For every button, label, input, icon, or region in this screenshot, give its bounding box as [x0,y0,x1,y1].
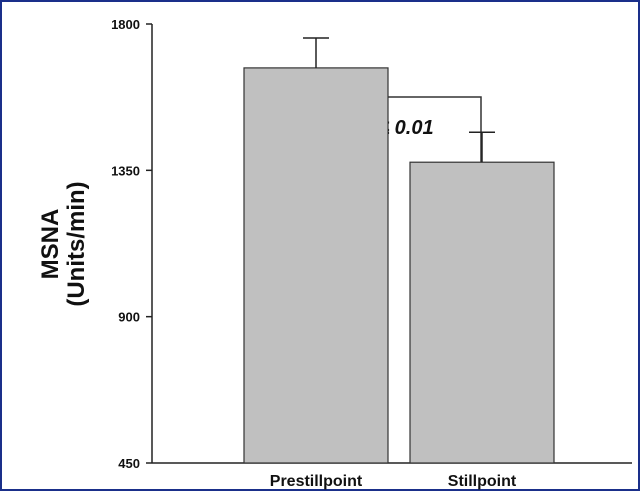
bar-stillpoint [409,161,555,464]
bar-prestillpoint [243,67,389,464]
category-label-stillpoint: Stillpoint [448,473,517,490]
y-tick-label-0: 450 [118,456,140,471]
y-tick-label-3: 1800 [111,17,140,32]
category-label-prestillpoint: Prestillpoint [270,473,363,490]
category-labels: Prestillpoint Stillpoint [270,473,517,490]
y-axis-title: MSNA (Units/min) [37,181,90,306]
y-axis-title-line2: (Units/min) [63,181,90,306]
bars [243,37,555,464]
y-axis-title-line1: MSNA [37,209,64,280]
y-tick-label-2: 1350 [111,163,140,178]
y-tick-label-1: 900 [118,310,140,325]
y-ticks: 450 900 1350 1800 [111,17,152,471]
